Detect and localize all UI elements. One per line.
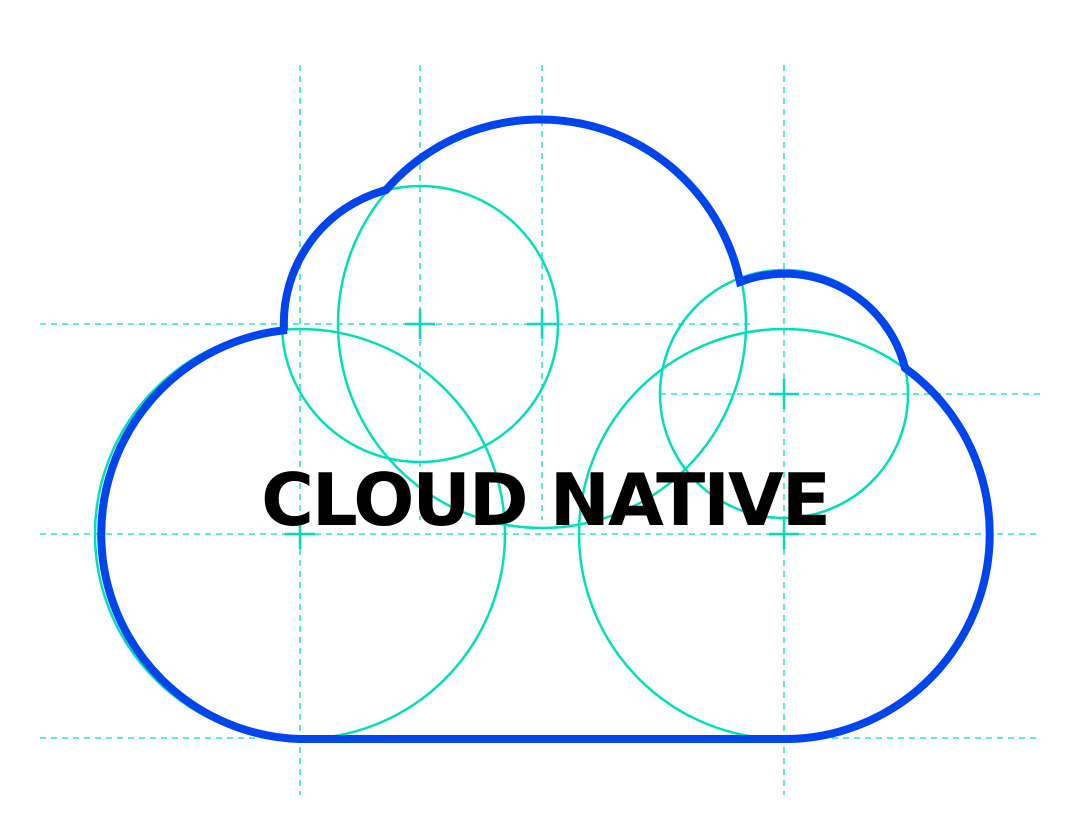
center-mark [405,309,435,339]
center-mark [769,379,799,409]
center-mark [527,309,557,339]
center-marks [285,309,799,549]
diagram-title: CLOUD NATIVE [261,458,831,542]
cloud-outline [97,115,994,744]
center-mark [769,519,799,549]
center-mark [285,519,315,549]
guide-lines [40,65,1040,795]
